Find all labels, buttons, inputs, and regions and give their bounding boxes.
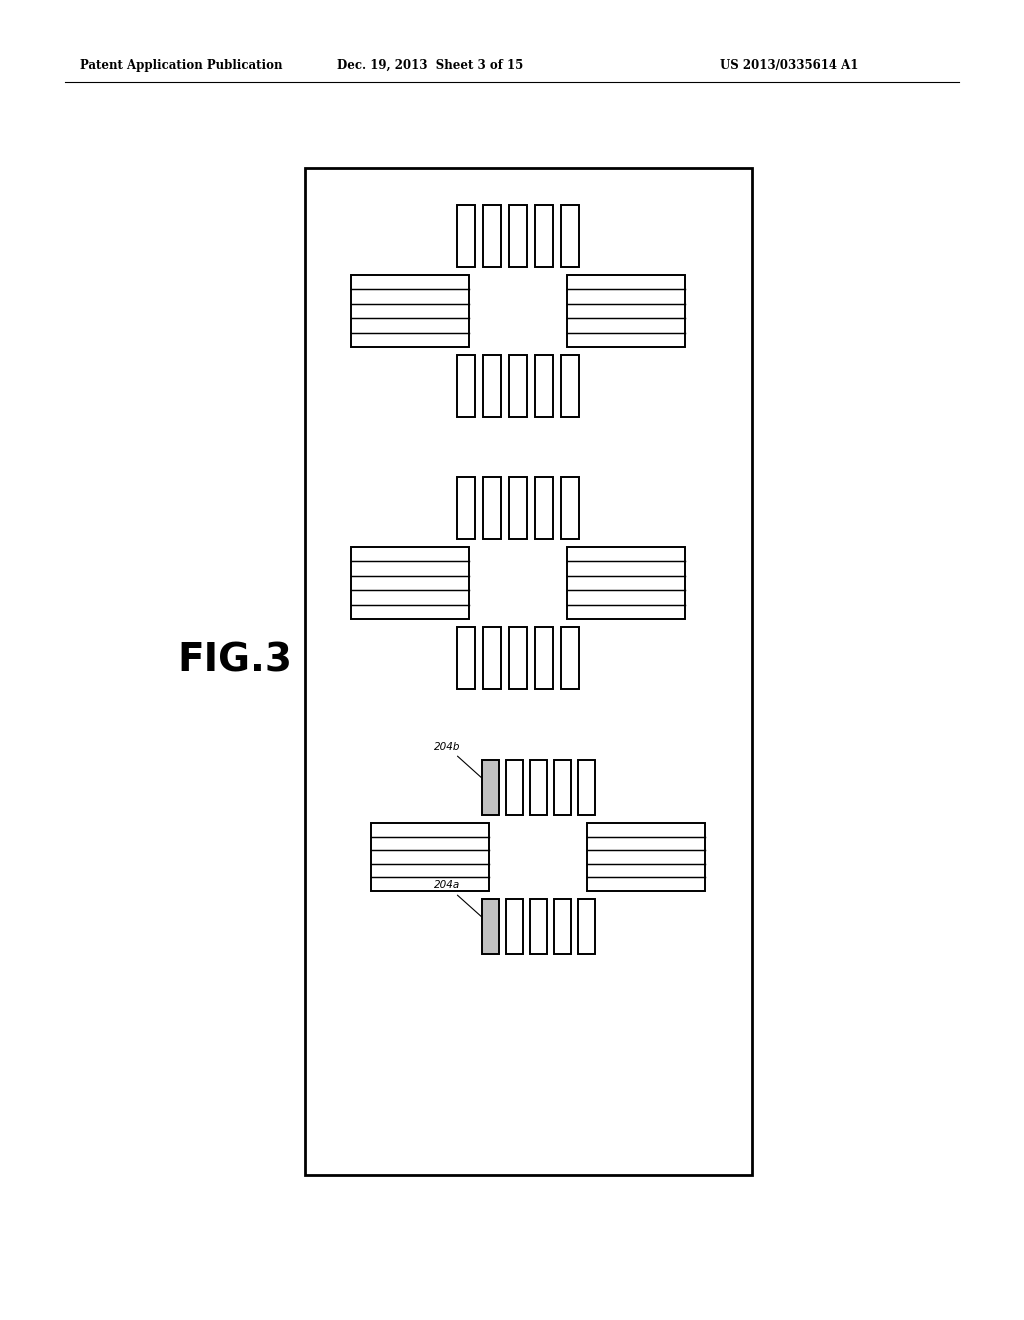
Bar bbox=[481, 899, 499, 954]
Bar bbox=[529, 899, 547, 954]
Bar bbox=[483, 477, 501, 539]
Bar bbox=[483, 205, 501, 267]
Bar bbox=[587, 822, 705, 891]
Bar bbox=[509, 627, 527, 689]
Text: FIG.3: FIG.3 bbox=[177, 642, 293, 678]
Bar bbox=[371, 822, 489, 891]
Bar bbox=[351, 546, 469, 619]
Bar bbox=[535, 205, 553, 267]
Bar bbox=[561, 477, 579, 539]
Bar bbox=[554, 760, 570, 814]
Text: US 2013/0335614 A1: US 2013/0335614 A1 bbox=[720, 58, 858, 71]
Bar bbox=[578, 760, 595, 814]
Bar bbox=[535, 355, 553, 417]
Text: Patent Application Publication: Patent Application Publication bbox=[80, 58, 283, 71]
Bar bbox=[561, 355, 579, 417]
Text: Dec. 19, 2013  Sheet 3 of 15: Dec. 19, 2013 Sheet 3 of 15 bbox=[337, 58, 523, 71]
Bar bbox=[457, 205, 475, 267]
Bar bbox=[561, 205, 579, 267]
Bar bbox=[305, 168, 752, 1175]
Bar bbox=[483, 355, 501, 417]
Bar bbox=[457, 355, 475, 417]
Bar bbox=[567, 546, 685, 619]
Bar bbox=[509, 477, 527, 539]
Bar bbox=[351, 275, 469, 347]
Bar bbox=[554, 899, 570, 954]
Bar bbox=[506, 899, 522, 954]
Bar bbox=[509, 355, 527, 417]
Bar bbox=[481, 760, 499, 814]
Bar bbox=[561, 627, 579, 689]
Bar bbox=[578, 899, 595, 954]
Bar bbox=[535, 477, 553, 539]
Bar bbox=[509, 205, 527, 267]
Bar bbox=[457, 477, 475, 539]
Bar bbox=[535, 627, 553, 689]
Bar bbox=[567, 275, 685, 347]
Text: 204a: 204a bbox=[433, 880, 481, 916]
Text: 204b: 204b bbox=[433, 742, 481, 777]
Bar bbox=[529, 760, 547, 814]
Bar bbox=[506, 760, 522, 814]
Bar bbox=[483, 627, 501, 689]
Bar bbox=[457, 627, 475, 689]
